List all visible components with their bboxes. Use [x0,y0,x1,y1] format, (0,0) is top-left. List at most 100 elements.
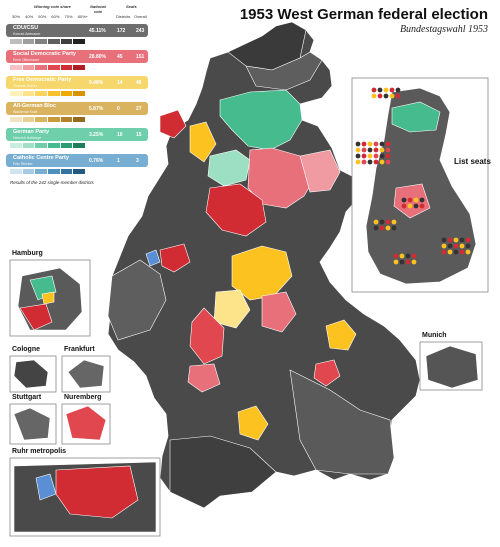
legend-party-bar: Social Democratic Party Erich Ollenhauer 2… [6,50,148,63]
seat-dot [379,219,385,225]
legend-party-scale [10,65,86,70]
legend-scale-swatch [73,117,86,122]
seat-dot [447,237,453,243]
seat-dot [447,243,453,249]
legend-party-scale [10,169,86,174]
legend-tick: 30% [12,14,21,19]
legend-party-name: Free Democratic Party [13,77,72,83]
district-cdu-south [169,435,277,509]
hamburg-inset [9,259,91,337]
seat-dot [385,225,391,231]
seat-dot [419,203,425,209]
seat-dot [441,237,447,243]
district-spd-ruhr [159,243,191,273]
legend-party-vote: 28.80% [89,54,106,60]
legend-scale-swatch [35,143,48,148]
seat-dot [411,259,417,265]
seat-dot [355,147,361,153]
legend-party-overall: 151 [136,54,145,60]
legend-party-leader: Erich Ollenhauer [13,58,40,62]
legend-note: Results of the 242 single-member distric… [10,180,94,185]
legend-scale-swatch [73,91,86,96]
seat-dot [379,153,385,159]
seat-dot [453,249,459,255]
seat-dot [355,141,361,147]
legend-party-overall: 3 [136,158,139,164]
seat-dot [407,203,413,209]
legend-scale-swatch [22,117,35,122]
seat-dot [361,141,367,147]
legend-scale-swatch [22,39,35,44]
nuremberg-label: Nuremberg [64,394,102,401]
legend-party-scale [10,117,86,122]
seat-dot [367,141,373,147]
seat-dot [401,197,407,203]
seat-dot [379,225,385,231]
seat-dot [395,87,401,93]
seat-dot [405,259,411,265]
legend-scale-swatch [10,143,22,148]
legend-party-row: Catholic Centre Party Fritz Stricker 0.76%… [6,154,148,178]
seat-dot [385,147,391,153]
seat-dot [367,153,373,159]
legend-header: Winning vote share National vote Seats 3… [6,2,148,24]
district-fdp-north [189,121,217,163]
legend-party-districts: 14 [117,80,123,86]
seat-dot [385,153,391,159]
legend-seats-districts: Districts [116,14,131,19]
legend-scale-swatch [22,169,35,174]
seat-dot [389,87,395,93]
seat-dot [395,93,401,99]
legend-scale-swatch [73,65,86,70]
legend-scale-swatch [73,143,86,148]
district-spd-pink [299,149,341,193]
legend-scale-swatch [48,169,60,174]
seat-dot [361,147,367,153]
district-zentrum-ruhr [145,249,161,267]
frankfurt-map [67,359,105,389]
cologne-label: Cologne [12,346,40,353]
district-dp-lower-saxony [219,89,303,151]
list-seat-dots [355,87,471,265]
district-spd-hesse [261,291,297,333]
list-seats-inset [351,77,489,293]
legend-party-vote: 5.87% [89,106,104,112]
seat-dot [465,237,471,243]
legend-scale-swatch [22,91,35,96]
legend-scale-swatch [35,39,48,44]
legend-party-overall: 48 [136,80,142,86]
legend-header-winning: Winning vote share [34,4,71,9]
legend-scale-swatch [60,65,73,70]
seat-dot [371,87,377,93]
legend-party-overall: 27 [136,106,142,112]
seat-dot [419,197,425,203]
legend-tick: 60% [51,14,60,19]
district-schleswig [245,51,323,91]
legend-scale-swatch [60,117,73,122]
legend-scale-swatch [60,39,73,44]
legend-scale-swatch [10,91,22,96]
legend-party-districts: 10 [117,132,123,138]
seat-dot [393,253,399,259]
legend-party-scale [10,91,86,96]
legend-party-name: All-German Bloc [13,103,57,109]
seat-dot [413,203,419,209]
legend-rows: CDU/CSU Konrad Adenauer 45.11% 172 243 Social… [6,24,148,178]
legend-party-districts: 0 [117,106,120,112]
seat-dot [399,253,405,259]
legend-scale-swatch [35,169,48,174]
legend-tick: 40% [25,14,34,19]
seat-dot [453,243,459,249]
seat-dot [389,93,395,99]
seat-dot [379,147,385,153]
seat-dot [383,93,389,99]
list-seats-dp-region [391,101,441,133]
munich-label: Munich [422,332,447,339]
district-spd-nuremberg [313,359,341,387]
hamburg-label: Hamburg [12,250,43,257]
legend-tick: 70% [64,14,73,19]
district-spd-southwest [189,307,225,365]
seat-dot [379,159,385,165]
legend-party-leader: Fritz Stricker [13,162,33,166]
